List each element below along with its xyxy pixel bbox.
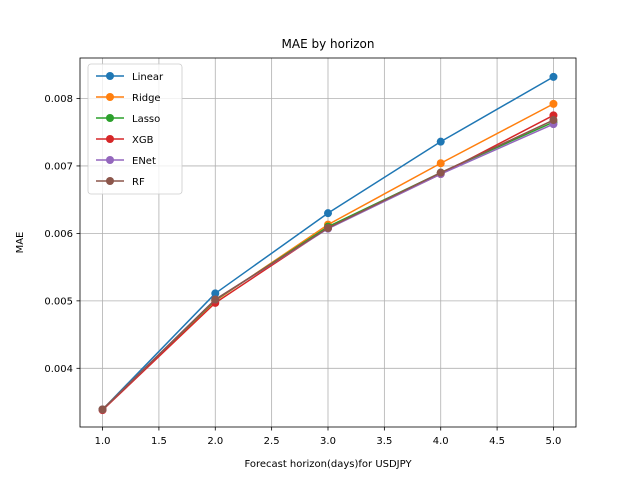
- legend-item-lasso: Lasso: [96, 114, 160, 125]
- x-tick-label: 2.5: [264, 436, 280, 447]
- legend-label: Linear: [132, 72, 164, 83]
- chart-title: MAE by horizon: [282, 37, 375, 51]
- y-tick-label: 0.006: [44, 229, 73, 240]
- legend-swatch-marker: [106, 156, 114, 164]
- y-axis-label: MAE: [15, 232, 26, 254]
- series-group: [98, 72, 558, 415]
- data-point-linear: [436, 137, 445, 146]
- legend: Linear Ridge Lasso XGB ENet RF: [87, 63, 183, 195]
- legend-box: [87, 63, 183, 195]
- y-tick-label: 0.004: [44, 364, 73, 375]
- x-tick-label: 4.0: [433, 436, 449, 447]
- x-tick-label: 3.5: [376, 436, 392, 447]
- data-point-linear: [549, 72, 558, 81]
- series-rf: [98, 116, 558, 414]
- legend-swatch-marker: [106, 93, 114, 101]
- data-point-rf: [98, 405, 107, 414]
- y-tick-label: 0.005: [44, 296, 73, 307]
- legend-label: XGB: [132, 135, 154, 146]
- data-point-rf: [324, 223, 332, 232]
- axis-ticks: 1.0 1.5 2.0 2.5 3.0 3.5 4.0 4.5 5.0 0.004 0.005 0.0…: [44, 94, 561, 447]
- x-tick-label: 1.0: [95, 436, 111, 447]
- x-axis-label: Forecast horizon(days)for USDJPY: [244, 459, 412, 470]
- legend-swatch-marker: [106, 114, 114, 122]
- y-tick-label: 0.007: [44, 161, 73, 172]
- x-tick-label: 5.0: [546, 436, 562, 447]
- data-point-ridge: [436, 159, 445, 168]
- grid: [80, 58, 576, 427]
- x-tick-label: 1.5: [151, 436, 167, 447]
- legend-item-ridge: Ridge: [96, 93, 161, 104]
- legend-label: ENet: [132, 156, 156, 167]
- legend-swatch-marker: [106, 72, 114, 80]
- legend-item-xgb: XGB: [96, 135, 154, 146]
- legend-label: RF: [132, 177, 145, 188]
- legend-label: Ridge: [132, 93, 161, 104]
- data-point-rf: [436, 168, 445, 177]
- data-point-rf: [211, 295, 220, 304]
- legend-item-enet: ENet: [96, 156, 156, 167]
- data-point-rf: [549, 116, 558, 125]
- data-point-linear: [324, 209, 332, 218]
- y-tick-label: 0.008: [44, 94, 73, 105]
- x-tick-label: 3.0: [320, 436, 336, 447]
- legend-swatch-marker: [106, 177, 114, 185]
- x-tick-label: 4.5: [489, 436, 505, 447]
- x-tick-label: 2.0: [207, 436, 223, 447]
- data-point-linear: [211, 289, 220, 298]
- legend-swatch-marker: [106, 135, 114, 143]
- legend-item-rf: RF: [96, 177, 145, 188]
- legend-label: Lasso: [132, 114, 160, 125]
- data-point-ridge: [549, 99, 558, 108]
- legend-item-linear: Linear: [96, 72, 164, 83]
